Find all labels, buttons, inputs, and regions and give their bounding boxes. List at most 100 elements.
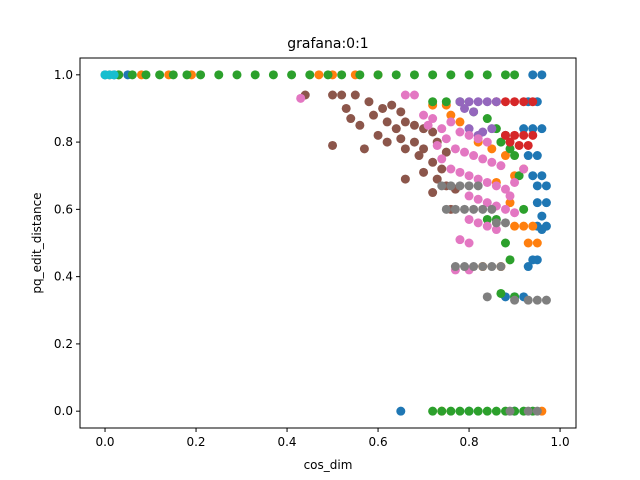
x-tick-label: 0.6 <box>369 435 388 449</box>
scatter-point-s7-19 <box>482 292 492 302</box>
scatter-point-s5-4 <box>364 97 374 107</box>
scatter-point-s7-4 <box>473 181 483 191</box>
scatter-point-s0-4 <box>537 70 547 80</box>
scatter-point-s5-24 <box>441 147 451 157</box>
scatter-point-s0-8 <box>528 124 538 134</box>
scatter-point-s6-32 <box>500 204 510 214</box>
scatter-point-s2-48 <box>473 406 483 416</box>
scatter-point-s2-21 <box>464 70 474 80</box>
scatter-point-s7-26 <box>532 406 542 416</box>
scatter-point-s7-10 <box>487 204 497 214</box>
scatter-point-s7-9 <box>478 204 488 214</box>
scatter-point-s2-39 <box>500 238 510 248</box>
scatter-point-s2-45 <box>446 406 456 416</box>
scatter-point-s3-2 <box>510 97 520 107</box>
scatter-point-s0-3 <box>528 70 538 80</box>
scatter-point-s2-18 <box>409 70 419 80</box>
scatter-point-s2-49 <box>482 406 492 416</box>
x-tick-label: 0.0 <box>95 435 114 449</box>
scatter-point-s5-26 <box>359 144 369 154</box>
scatter-point-s1-20 <box>519 221 529 231</box>
scatter-point-s7-12 <box>500 218 510 228</box>
scatter-point-s2-26 <box>441 97 451 107</box>
scatter-point-s7-13 <box>450 262 460 272</box>
scatter-point-s2-44 <box>437 406 447 416</box>
scatter-point-s6-27 <box>500 184 510 194</box>
scatter-point-s5-17 <box>428 127 438 137</box>
scatter-point-s5-36 <box>400 174 410 184</box>
scatter-point-s6-36 <box>482 221 492 231</box>
scatter-point-s7-18 <box>496 262 506 272</box>
scatter-point-s0-21 <box>537 225 547 235</box>
scatter-point-s6-25 <box>482 177 492 187</box>
scatter-point-s6-26 <box>491 181 501 191</box>
scatter-point-s3-7 <box>519 130 529 140</box>
scatter-point-s2-11 <box>287 70 297 80</box>
scatter-point-s4-7 <box>464 124 474 134</box>
scatter-point-s6-13 <box>432 140 442 150</box>
scatter-point-s3-6 <box>510 130 520 140</box>
scatter-point-s5-27 <box>400 144 410 154</box>
scatter-point-s6-18 <box>487 157 497 167</box>
scatter-point-s5-14 <box>400 117 410 127</box>
scatter-point-s5-32 <box>432 174 442 184</box>
scatter-point-s5-25 <box>328 140 338 150</box>
scatter-point-s5-22 <box>419 144 429 154</box>
scatter-point-s5-15 <box>409 120 419 130</box>
x-tick-label: 0.4 <box>277 435 296 449</box>
scatter-point-s6-3 <box>419 110 429 120</box>
scatter-point-s7-15 <box>469 262 479 272</box>
scatter-point-s1-12 <box>455 117 465 127</box>
scatter-point-s1-22 <box>528 221 538 231</box>
scatter-point-s6-35 <box>473 218 483 228</box>
scatter-point-s6-10 <box>473 134 483 144</box>
scatter-point-s6-24 <box>473 174 483 184</box>
scatter-point-s4-1 <box>464 97 474 107</box>
scatter-point-s2-32 <box>496 137 506 147</box>
scatter-point-s7-16 <box>478 262 488 272</box>
scatter-point-s6-2 <box>409 90 419 100</box>
scatter-point-s3-10 <box>514 140 524 150</box>
scatter-point-s2-40 <box>505 255 515 265</box>
scatter-point-s0-23 <box>528 255 538 265</box>
x-axis-label: cos_dim <box>304 458 353 472</box>
x-axis-ticks: 0.0 0.2 0.4 0.6 0.8 1.0 <box>95 428 570 449</box>
scatter-point-s7-1 <box>446 181 456 191</box>
scatter-point-s6-21 <box>446 164 456 174</box>
scatter-point-s3-8 <box>528 130 538 140</box>
scatter-point-s8-2 <box>109 70 119 80</box>
scatter-point-s5-8 <box>341 103 351 113</box>
scatter-point-s6-37 <box>491 225 501 235</box>
scatter-point-s5-30 <box>437 164 447 174</box>
scatter-point-s4-2 <box>473 97 483 107</box>
scatter-point-s5-18 <box>373 130 383 140</box>
y-tick-label: 0.2 <box>54 337 73 351</box>
x-tick-label: 0.2 <box>186 435 205 449</box>
plot-frame <box>79 57 577 429</box>
chart-title: grafana:0:1 <box>287 36 368 52</box>
scatter-point-s7-22 <box>532 295 542 305</box>
scatter-point-s4-9 <box>487 124 497 134</box>
scatter-point-s0-13 <box>537 171 547 181</box>
scatter-point-s6-28 <box>464 191 474 201</box>
scatter-point-s6-23 <box>464 171 474 181</box>
scatter-point-s7-14 <box>460 262 470 272</box>
scatter-point-s2-9 <box>250 70 260 80</box>
scatter-point-s0-15 <box>541 181 551 191</box>
scatter-point-s7-7 <box>460 204 470 214</box>
scatter-point-s0-24 <box>523 262 533 272</box>
scatter-point-s2-14 <box>337 70 347 80</box>
scatter-point-s6-20 <box>437 154 447 164</box>
scatter-point-s3-3 <box>519 97 529 107</box>
scatter-point-s2-19 <box>428 70 438 80</box>
scatter-point-s0-16 <box>532 198 542 208</box>
scatter-point-s6-6 <box>437 124 447 134</box>
scatter-point-s6-17 <box>478 154 488 164</box>
scatter-point-s0-11 <box>532 151 542 161</box>
scatter-point-s0-17 <box>541 198 551 208</box>
scatter-point-s0-10 <box>523 151 533 161</box>
scatter-point-s5-19 <box>382 137 392 147</box>
scatter-point-s2-5 <box>182 70 192 80</box>
scatter-point-s7-8 <box>469 204 479 214</box>
scatter-point-s4-5 <box>460 103 470 113</box>
